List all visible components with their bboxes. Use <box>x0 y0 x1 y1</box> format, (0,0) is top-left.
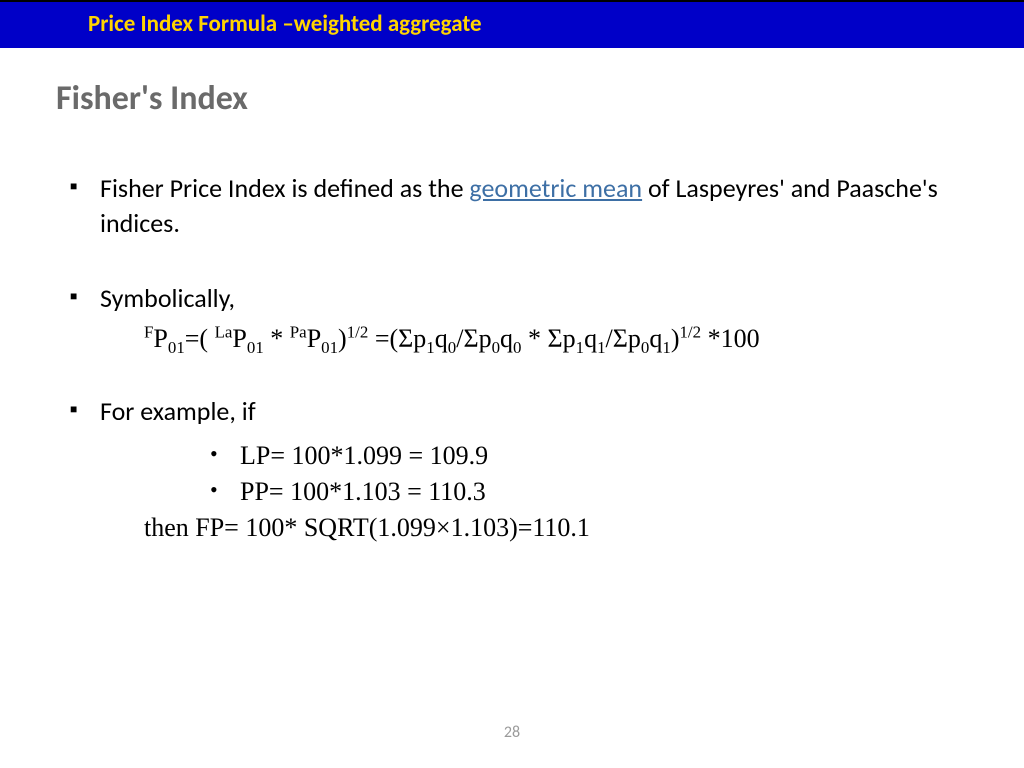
page-number: 28 <box>0 723 1024 742</box>
slide-content: Fisher's Index Fisher Price Index is def… <box>0 48 1024 543</box>
bullet-list: Fisher Price Index is defined as the geo… <box>56 171 968 543</box>
bullet-item-2: Symbolically, FP01=( LaP01 * PaP01)1/2 =… <box>56 281 968 354</box>
example-pp: PP= 100*1.103 = 110.3 <box>200 477 968 507</box>
bullet-1-text: Fisher Price Index is defined as the geo… <box>100 172 938 239</box>
bullet-item-3: For example, if LP= 100*1.099 = 109.9 PP… <box>56 394 968 543</box>
formula-line: FP01=( LaP01 * PaP01)1/2 =(Σp1q0/Σp0q0 *… <box>100 324 968 354</box>
example-lp: LP= 100*1.099 = 109.9 <box>200 441 968 471</box>
bullet-item-1: Fisher Price Index is defined as the geo… <box>56 171 968 241</box>
header-title: Price Index Formula –weighted aggregate <box>0 2 1024 38</box>
bullet-2-text: Symbolically, <box>100 282 235 314</box>
header-bar: Price Index Formula –weighted aggregate <box>0 0 1024 48</box>
page-title: Fisher's Index <box>56 78 968 119</box>
bullet-3-text: For example, if <box>100 395 256 427</box>
geometric-mean-link[interactable]: geometric mean <box>469 172 642 204</box>
example-then: then FP= 100* SQRT(1.099×1.103)=110.1 <box>100 513 968 543</box>
bullet-1-pre: Fisher Price Index is defined as the <box>100 172 469 204</box>
example-sub-list: LP= 100*1.099 = 109.9 PP= 100*1.103 = 11… <box>100 441 968 507</box>
